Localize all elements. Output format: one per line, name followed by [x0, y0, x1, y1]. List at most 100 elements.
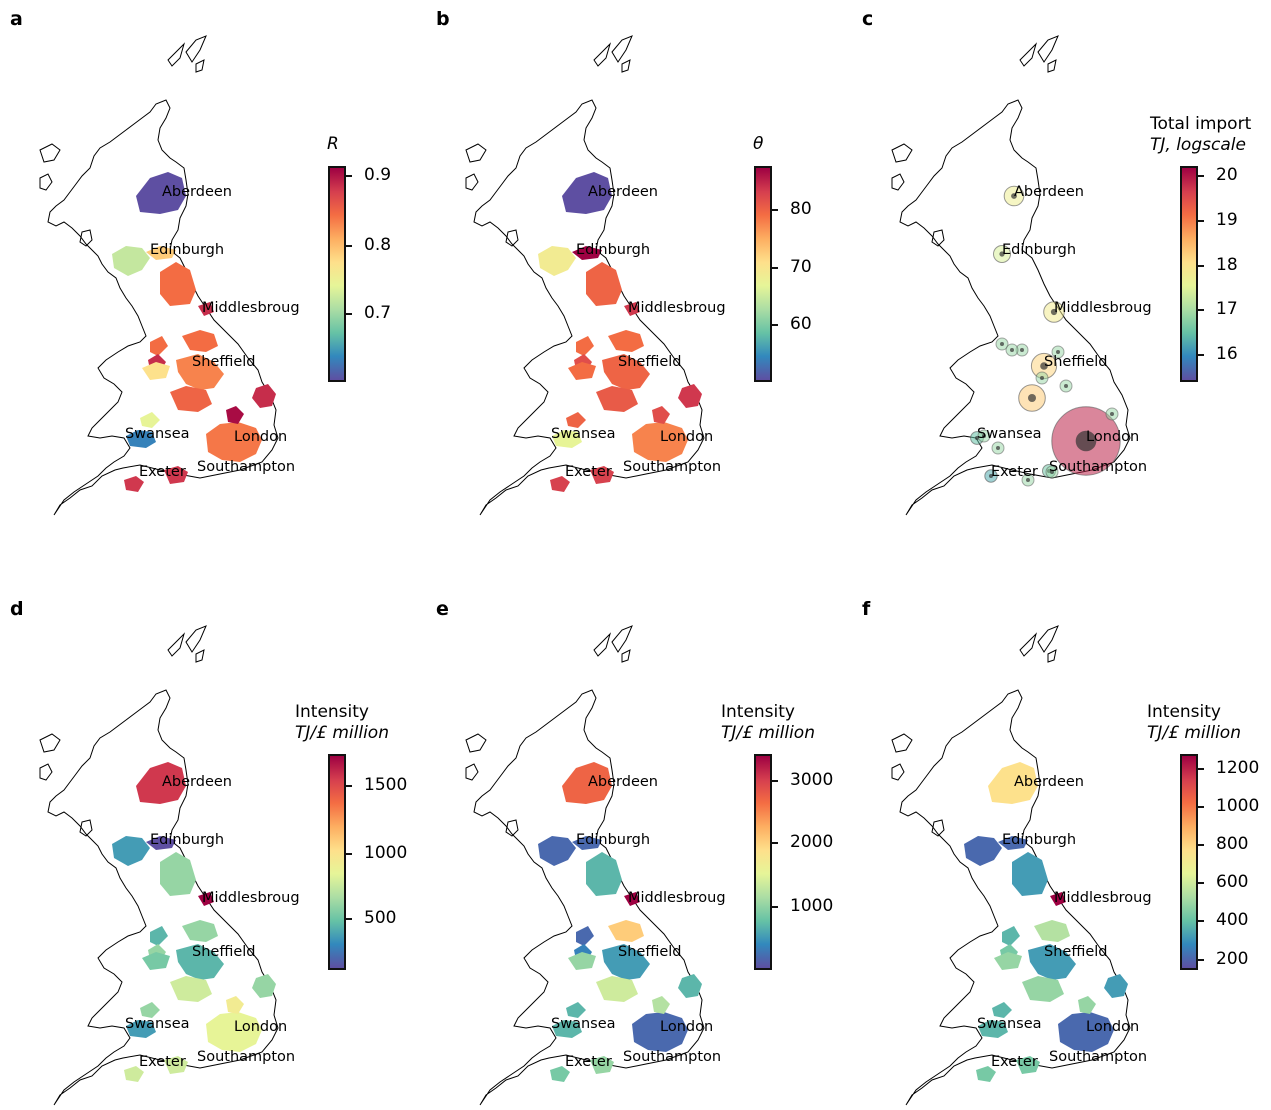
city-label-swansea: Swansea	[977, 426, 1042, 442]
region-north-west	[150, 926, 168, 946]
colorbar: 1000 2000 3000	[754, 754, 833, 970]
colorbar-units: θ	[753, 134, 764, 154]
region-aberdeen	[562, 762, 612, 804]
island-outline	[505, 819, 519, 837]
island-outline	[185, 625, 207, 653]
panel-c: c Aberdeen Edinburgh Middlesbrough Sheffield…	[852, 0, 1271, 520]
region-yorks	[1034, 920, 1070, 942]
region-scotland-w	[538, 246, 576, 276]
city-label-sheffield: Sheffield	[618, 354, 682, 370]
coastline	[47, 99, 279, 516]
colorbar-tick-label: 2000	[790, 831, 834, 852]
colorbar-tick-label: 1000	[364, 842, 408, 863]
uk-map: Aberdeen Edinburgh Middlesbrough Sheffield S…	[465, 625, 726, 1106]
island-outline	[185, 35, 207, 63]
region-midlands-c	[1022, 976, 1064, 1002]
region-midlands	[176, 944, 224, 980]
city-label-southampton: Southampton	[1049, 1049, 1147, 1065]
island-outline	[465, 733, 487, 753]
region-scotland-w	[964, 836, 1002, 866]
island-outline	[611, 35, 633, 63]
coastline	[899, 689, 1131, 1106]
region-oxford	[652, 996, 670, 1014]
island-outline	[79, 229, 93, 247]
import-bubble-core	[996, 446, 1000, 450]
import-bubble-core	[1040, 362, 1048, 370]
region-wales-s2	[140, 1002, 160, 1018]
colorbar-tick-label: 0.7	[364, 303, 392, 324]
region-wales-s	[552, 430, 582, 448]
region-middlesbrough	[198, 302, 214, 316]
import-bubble-core	[989, 474, 993, 478]
coastline	[47, 689, 279, 1106]
colorbar-units: TJ/£ million	[721, 723, 815, 743]
colorbar-tick-label: 500	[364, 908, 397, 929]
region-london	[206, 422, 262, 462]
island-outline	[1047, 649, 1057, 663]
colorbar-title: Total import TJ, logscale	[1150, 114, 1251, 156]
import-bubble-core	[1050, 470, 1054, 474]
colorbar-tick-label: 16	[1216, 343, 1238, 364]
colorbar-tick	[770, 905, 778, 908]
region-exeter	[976, 1066, 996, 1082]
coastline	[899, 99, 1131, 516]
import-bubble-core	[1026, 478, 1030, 482]
region-middlesbrough	[624, 892, 640, 906]
colorbar-tick-label: 1500	[364, 774, 408, 795]
panel-e: e Aberdeen Edinburgh Middlesbrough Sheffield…	[426, 590, 846, 1110]
city-label-exeter: Exeter	[139, 464, 186, 480]
region-exeter	[124, 476, 144, 492]
city-label-london: London	[1086, 429, 1139, 445]
region-east-anglia	[252, 384, 276, 408]
coastline	[473, 689, 705, 1106]
city-label-middlesbrough: Middlesbrough	[1054, 890, 1152, 906]
island-outline	[1037, 35, 1059, 63]
region-north-east	[1012, 852, 1048, 896]
region-aberdeen	[988, 762, 1038, 804]
city-label-exeter: Exeter	[139, 1054, 186, 1070]
colorbar-tick-label: 17	[1216, 299, 1238, 320]
island-outline	[167, 42, 186, 67]
region-wales-s	[126, 1020, 156, 1038]
city-label-exeter: Exeter	[991, 464, 1038, 480]
colorbar: 16 17 18 19 20	[1180, 166, 1238, 382]
colorbar-tick	[344, 784, 352, 787]
colorbar-tick	[344, 918, 352, 921]
region-edinburgh-e	[572, 836, 602, 850]
colorbar-title-text: Intensity	[1147, 702, 1221, 722]
island-outline	[1037, 625, 1059, 653]
island-outline	[39, 173, 53, 191]
island-outline	[505, 229, 519, 247]
city-label-edinburgh: Edinburgh	[150, 832, 224, 848]
region-midlands	[1028, 944, 1076, 980]
colorbar-tick	[1196, 882, 1204, 885]
colorbar-tick-label: 3000	[790, 770, 834, 791]
colorbar: 500 1000 1500	[328, 754, 407, 970]
colorbar-tick-label: 18	[1216, 254, 1238, 275]
city-label-middlesbrough: Middlesbrough	[628, 890, 726, 906]
region-north-west	[576, 926, 594, 946]
colorbar-tick	[770, 266, 778, 269]
island-outline	[79, 819, 93, 837]
region-south-coast	[164, 1056, 188, 1074]
island-outline	[621, 649, 631, 663]
region-oxford	[652, 406, 670, 424]
colorbar-tick	[1196, 175, 1204, 178]
city-label-swansea: Swansea	[551, 1016, 616, 1032]
city-label-sheffield: Sheffield	[192, 354, 256, 370]
city-label-edinburgh: Edinburgh	[576, 242, 650, 258]
region-edinburgh-e	[146, 836, 176, 850]
region-midlands-w	[142, 362, 170, 380]
import-bubble-core	[1028, 394, 1036, 402]
island-outline	[465, 143, 487, 163]
city-label-london: London	[660, 1019, 713, 1035]
colorbar-tick-label: 400	[1216, 910, 1249, 931]
island-outline	[891, 763, 905, 781]
region-north-east	[160, 262, 196, 306]
region-wales-s2	[140, 412, 160, 428]
colorbar-tick-label: 60	[790, 313, 812, 334]
region-exeter	[124, 1066, 144, 1082]
city-label-london: London	[234, 429, 287, 445]
city-label-southampton: Southampton	[197, 1049, 295, 1065]
colorbar-tick-label: 800	[1216, 834, 1249, 855]
